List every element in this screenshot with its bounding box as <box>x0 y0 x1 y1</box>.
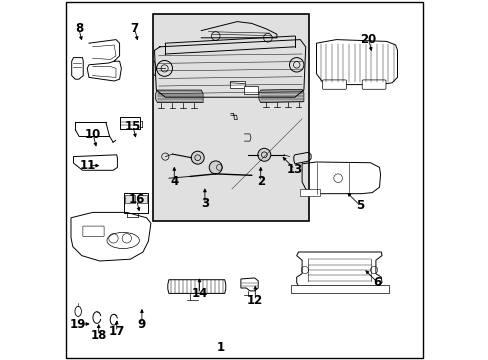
FancyBboxPatch shape <box>291 285 387 293</box>
Circle shape <box>257 148 270 161</box>
Text: 13: 13 <box>286 163 303 176</box>
Polygon shape <box>258 89 303 103</box>
FancyBboxPatch shape <box>66 2 422 358</box>
Text: 5: 5 <box>355 199 363 212</box>
Text: 8: 8 <box>75 22 83 35</box>
Text: 7: 7 <box>130 22 139 35</box>
Text: 11: 11 <box>80 159 96 172</box>
Text: 17: 17 <box>108 325 124 338</box>
FancyBboxPatch shape <box>152 14 309 221</box>
FancyBboxPatch shape <box>82 226 104 237</box>
Text: 9: 9 <box>138 318 146 330</box>
Text: 16: 16 <box>128 193 144 206</box>
FancyBboxPatch shape <box>362 80 385 89</box>
Circle shape <box>209 161 222 174</box>
Circle shape <box>191 151 204 164</box>
Text: 15: 15 <box>124 120 141 132</box>
Text: 1: 1 <box>217 341 224 354</box>
Polygon shape <box>155 90 203 103</box>
Text: 12: 12 <box>246 294 263 307</box>
Text: 18: 18 <box>90 329 107 342</box>
Text: 6: 6 <box>373 276 381 289</box>
FancyBboxPatch shape <box>137 195 146 203</box>
Text: 14: 14 <box>191 287 207 300</box>
FancyBboxPatch shape <box>244 86 258 94</box>
Text: 10: 10 <box>85 129 101 141</box>
FancyBboxPatch shape <box>230 81 244 88</box>
FancyBboxPatch shape <box>120 117 140 129</box>
FancyBboxPatch shape <box>123 193 148 213</box>
Text: 20: 20 <box>360 33 376 46</box>
Text: 3: 3 <box>201 197 208 210</box>
FancyBboxPatch shape <box>322 80 346 89</box>
Text: 19: 19 <box>70 318 86 330</box>
Text: 4: 4 <box>170 175 178 188</box>
Text: 2: 2 <box>256 175 264 188</box>
FancyBboxPatch shape <box>300 189 320 196</box>
FancyBboxPatch shape <box>125 195 135 203</box>
